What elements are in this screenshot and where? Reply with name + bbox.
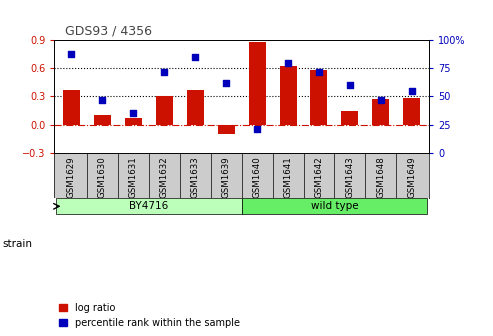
Text: GSM1633: GSM1633 <box>191 156 200 198</box>
Bar <box>63 90 80 125</box>
Text: GSM1639: GSM1639 <box>221 156 231 198</box>
Bar <box>94 115 111 125</box>
Text: strain: strain <box>2 239 33 249</box>
Bar <box>372 99 389 125</box>
Point <box>315 69 323 75</box>
Point <box>408 88 416 93</box>
Point <box>129 111 137 116</box>
Bar <box>125 118 141 125</box>
Text: GSM1641: GSM1641 <box>283 156 292 198</box>
Bar <box>248 42 266 125</box>
Text: GSM1629: GSM1629 <box>67 156 76 198</box>
Text: GSM1631: GSM1631 <box>129 156 138 198</box>
Bar <box>403 98 421 125</box>
Text: GSM1642: GSM1642 <box>315 156 323 198</box>
Text: GSM1632: GSM1632 <box>160 156 169 198</box>
Text: GDS93 / 4356: GDS93 / 4356 <box>66 25 152 38</box>
Point <box>98 97 106 102</box>
Text: wild type: wild type <box>311 201 358 211</box>
Point <box>284 60 292 66</box>
Point <box>346 83 354 88</box>
Point <box>253 126 261 132</box>
Bar <box>342 111 358 125</box>
FancyBboxPatch shape <box>56 199 242 214</box>
Text: GSM1640: GSM1640 <box>252 156 262 198</box>
Bar <box>187 90 204 125</box>
Legend: log ratio, percentile rank within the sample: log ratio, percentile rank within the sa… <box>59 303 240 328</box>
Point <box>191 54 199 60</box>
Text: BY4716: BY4716 <box>129 201 168 211</box>
Text: GSM1643: GSM1643 <box>346 156 354 198</box>
Bar <box>311 70 327 125</box>
Bar <box>217 125 235 134</box>
FancyBboxPatch shape <box>242 199 427 214</box>
Point <box>377 97 385 102</box>
Text: GSM1630: GSM1630 <box>98 156 106 198</box>
Point <box>160 69 168 75</box>
Bar <box>156 96 173 125</box>
Text: GSM1649: GSM1649 <box>407 156 417 198</box>
Point <box>222 80 230 86</box>
Bar <box>280 66 296 125</box>
Text: GSM1648: GSM1648 <box>377 156 386 198</box>
Point <box>68 51 75 56</box>
